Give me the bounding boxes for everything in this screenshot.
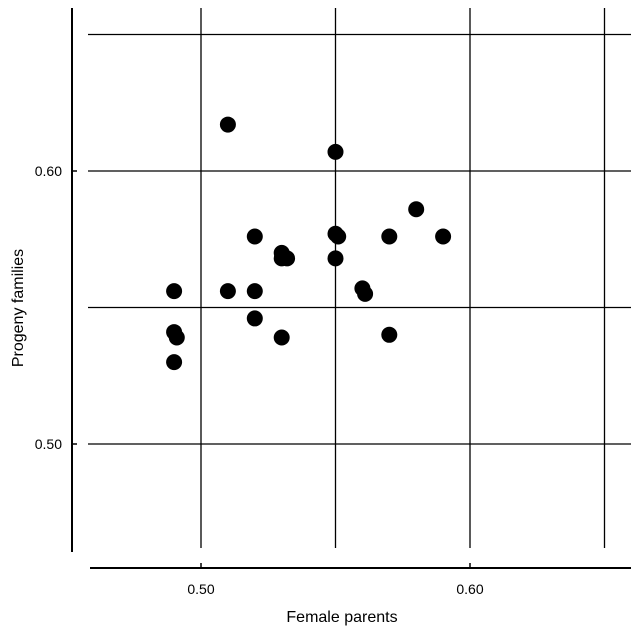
grid-lines [88,8,631,548]
data-point [381,228,398,245]
data-point [327,250,344,267]
x-tick-label: 0.60 [456,581,483,597]
x-axis-label: Female parents [286,609,397,626]
data-point [279,250,296,267]
data-point [273,329,290,346]
data-point [327,143,344,160]
data-point [166,283,183,300]
data-point [330,228,347,245]
data-point [246,228,263,245]
data-point [246,310,263,327]
data-point [219,116,236,133]
tick-labels: 0.50 0.60 0.50 0.60 [35,163,484,597]
y-tick-label: 0.50 [35,436,62,452]
y-axis-label: Progeny families [10,249,27,367]
data-point [408,201,425,218]
data-point [168,329,185,346]
y-tick-label: 0.60 [35,163,62,179]
data-point [381,326,398,343]
x-tick-label: 0.50 [187,581,214,597]
data-point [435,228,452,245]
data-point [219,283,236,300]
axes [71,8,631,569]
data-point [246,283,263,300]
data-points [166,116,452,371]
data-point [166,354,183,371]
data-point [357,285,374,302]
